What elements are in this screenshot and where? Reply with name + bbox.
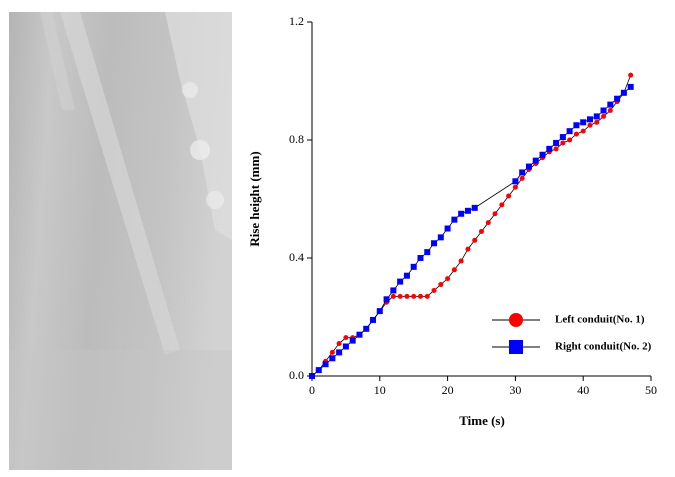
y-tick-label: 1.2 [289,14,304,28]
data-point [628,72,634,78]
data-point [566,128,573,135]
data-point [620,89,627,96]
data-point [614,95,621,102]
data-point [485,220,491,226]
data-point [567,137,573,143]
data-point [356,331,363,338]
x-tick-label: 50 [645,383,657,397]
data-point [376,308,383,315]
x-tick-label: 0 [309,383,315,397]
data-point [553,139,560,146]
data-point [431,287,437,293]
data-point [539,151,546,158]
data-point [390,287,397,294]
x-tick-label: 40 [577,383,589,397]
data-point [472,237,478,243]
y-axis-title: Rise height (mm) [247,151,262,246]
data-point [390,293,396,299]
data-point [458,258,464,264]
legend-marker [509,340,523,354]
data-point [444,225,451,232]
data-point [492,211,498,217]
data-point [445,276,451,282]
y-tick-label: 0.4 [289,250,304,264]
data-point [411,293,417,299]
data-point [607,108,613,113]
data-point [601,113,607,119]
data-point [512,178,519,185]
data-point [479,228,484,234]
data-point [627,83,634,90]
data-point [417,255,424,261]
data-point [593,113,600,120]
data-point [417,293,423,299]
data-point [560,140,566,146]
x-tick-label: 20 [442,383,454,397]
data-point [451,216,458,223]
data-point [580,128,586,134]
data-point [336,349,343,356]
data-point [438,282,444,288]
plot: Time (s) Rise height (mm) 0 10 20 30 40 50 0.0… [247,14,657,428]
data-point [519,175,525,181]
data-point [512,184,518,190]
data-point [322,361,329,368]
x-tick-label: 30 [509,383,521,397]
data-point [397,293,403,299]
data-point [410,263,417,270]
y-tick-label: 0.0 [289,368,304,382]
data-point [437,234,444,241]
y-tick-label: 0.8 [289,132,304,146]
data-point [525,163,532,170]
data-point [370,316,377,323]
data-point [329,349,335,355]
data-point [580,119,587,126]
legend-text: Left conduit(No. 1) [555,314,645,326]
data-point [553,146,559,152]
data-point [559,134,566,141]
data-point [546,145,553,152]
data-point [309,373,315,379]
data-point [465,246,471,252]
data-point [573,122,580,129]
data-point [342,343,349,350]
data-point [594,119,600,125]
legend-text: Right conduit(No. 2) [555,341,652,353]
data-point [519,169,526,176]
data-point [336,341,342,347]
data-point [431,240,438,247]
data-point [424,293,430,299]
data-point [424,249,431,256]
x-axis-title: Time (s) [459,413,505,428]
data-point [458,210,465,217]
data-point [329,355,336,362]
micrograph [9,12,232,470]
data-point [506,193,512,199]
data-point [464,207,471,214]
data-point [397,278,404,285]
data-point [404,293,410,299]
data-point [349,337,356,344]
x-tick-label: 10 [374,383,386,397]
data-point [343,335,349,341]
data-point [600,107,607,114]
data-point [586,116,593,123]
data-point [383,296,390,303]
data-point [499,202,505,208]
legend-marker [509,313,523,327]
data-point [607,101,614,108]
data-point [587,122,593,128]
data-point [532,157,539,164]
data-point [573,131,579,137]
data-point [403,272,410,279]
data-point [315,367,322,374]
data-point [471,204,478,211]
data-point [363,325,370,332]
data-point [451,267,457,273]
